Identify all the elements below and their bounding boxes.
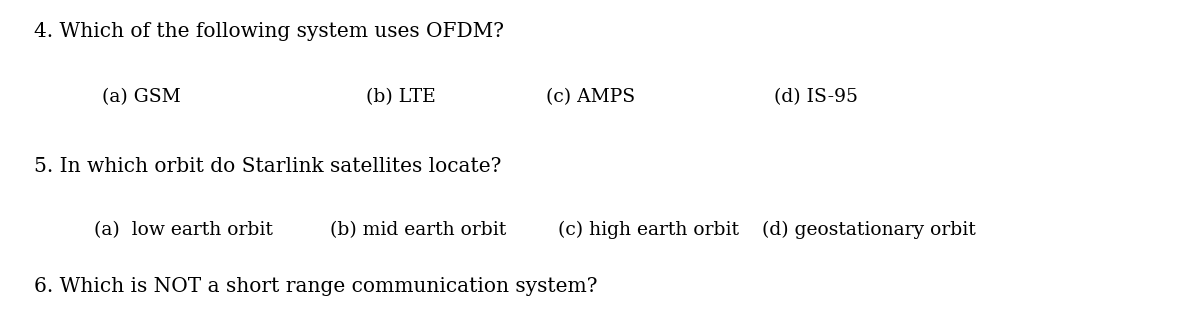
Text: (a)  low earth orbit: (a) low earth orbit — [94, 221, 272, 239]
Text: (d) IS-95: (d) IS-95 — [774, 88, 858, 106]
Text: 5. In which orbit do Starlink satellites locate?: 5. In which orbit do Starlink satellites… — [34, 156, 500, 176]
Text: 6. Which is NOT a short range communication system?: 6. Which is NOT a short range communicat… — [34, 277, 598, 296]
Text: (d) geostationary orbit: (d) geostationary orbit — [762, 221, 976, 239]
Text: (a) GSM: (a) GSM — [102, 88, 181, 106]
Text: (c) high earth orbit: (c) high earth orbit — [558, 221, 739, 239]
Text: (c) AMPS: (c) AMPS — [546, 88, 635, 106]
Text: (b) mid earth orbit: (b) mid earth orbit — [330, 221, 506, 239]
Text: 4. Which of the following system uses OFDM?: 4. Which of the following system uses OF… — [34, 22, 504, 41]
Text: (b) LTE: (b) LTE — [366, 88, 436, 106]
